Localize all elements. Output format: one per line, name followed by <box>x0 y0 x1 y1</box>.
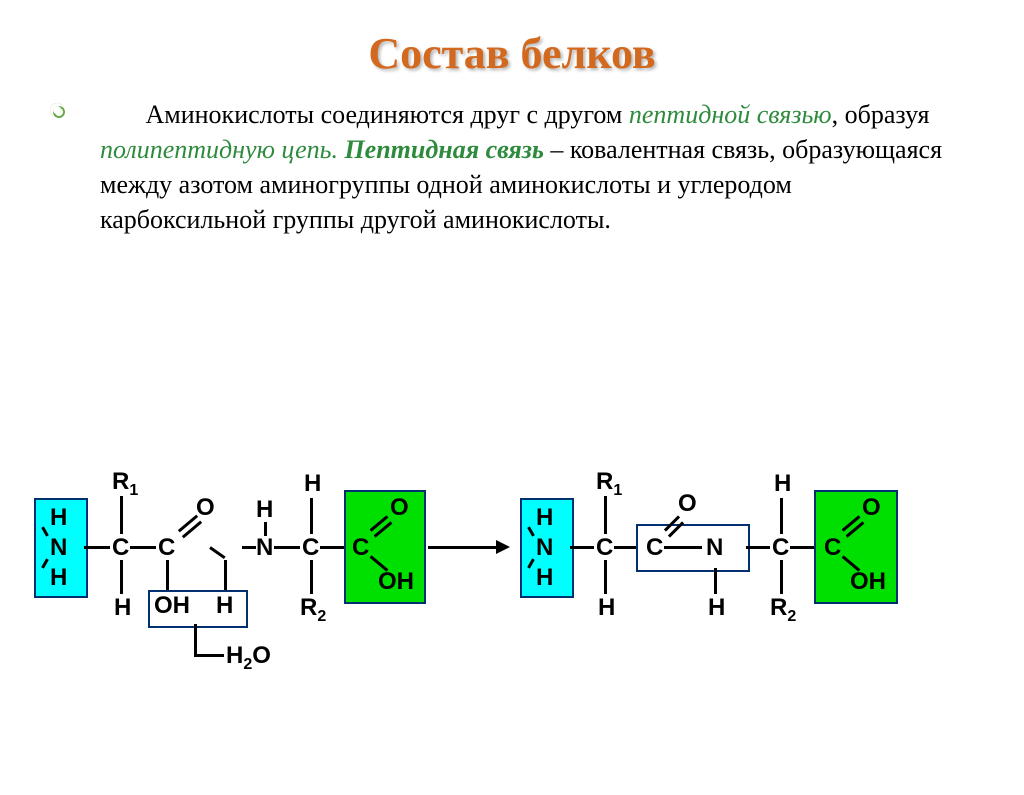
p-t1: Аминокислоты соединяются друг с другом <box>146 100 629 129</box>
a-C: C <box>302 536 319 560</box>
a-O: O <box>678 492 697 516</box>
a-C: C <box>824 536 841 560</box>
a-OH: OH <box>378 570 414 594</box>
a-H: H <box>536 506 553 530</box>
a-N: N <box>50 536 67 560</box>
a-H: H <box>256 498 273 522</box>
a-H: H <box>598 596 615 620</box>
chem-diagram: H N H C R1 H C O OH H H2O H N C H R2 C O <box>34 466 994 726</box>
a-C: C <box>646 536 663 560</box>
a-C: C <box>112 536 129 560</box>
bullet-icon <box>50 103 64 117</box>
a-R1: R1 <box>112 470 138 499</box>
p-t6: Пептидная связь <box>344 135 543 164</box>
a-N: N <box>256 536 273 560</box>
p-t3: , образуя <box>832 100 930 129</box>
a-O: O <box>196 496 215 520</box>
arrow-head-icon <box>496 540 510 554</box>
a-H: H <box>304 472 321 496</box>
reaction-arrow <box>428 546 498 549</box>
a-H2O: H2O <box>226 644 271 673</box>
lead-indent <box>100 100 146 129</box>
a-OH: OH <box>850 570 886 594</box>
a-H: H <box>50 506 67 530</box>
p-t4: полипептидную цепь. <box>100 135 338 164</box>
page-title: Состав белков <box>0 28 1024 79</box>
a-O: O <box>390 496 409 520</box>
a-H: H <box>114 596 131 620</box>
a-H: H <box>50 566 67 590</box>
a-OH: OH <box>154 594 190 618</box>
a-N: N <box>536 536 553 560</box>
a-C: C <box>596 536 613 560</box>
a-O: O <box>862 496 881 520</box>
a-H: H <box>774 472 791 496</box>
a-H: H <box>708 596 725 620</box>
a-C: C <box>352 536 369 560</box>
a-H: H <box>536 566 553 590</box>
a-R2: R2 <box>300 596 326 625</box>
p-t2: пептидной связью <box>629 100 832 129</box>
a-C: C <box>158 536 175 560</box>
a-R2: R2 <box>770 596 796 625</box>
a-R1: R1 <box>596 470 622 499</box>
a-N: N <box>706 536 723 560</box>
body-paragraph: Аминокислоты соединяются друг с другом п… <box>100 97 954 237</box>
a-C: C <box>772 536 789 560</box>
a-H: H <box>216 594 233 618</box>
